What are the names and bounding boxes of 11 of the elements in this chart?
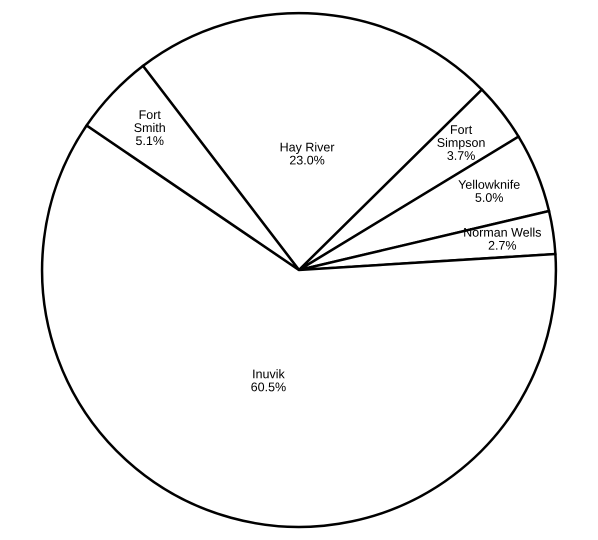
data-label: 5.1% <box>136 136 164 146</box>
data-label: 60.5% <box>251 382 286 392</box>
slice-label: Inuvik <box>253 369 285 378</box>
slice-label: Fort Simpson <box>437 125 485 150</box>
slice-label: Yellowknife <box>458 180 520 189</box>
data-label: 23.0% <box>290 156 324 165</box>
slice-label: Fort Smith <box>134 110 165 132</box>
slice-label: Hay River <box>280 142 334 154</box>
data-label: 3.7% <box>447 151 475 160</box>
data-label: 5.0% <box>475 193 503 202</box>
data-label: 2.7% <box>488 240 516 250</box>
